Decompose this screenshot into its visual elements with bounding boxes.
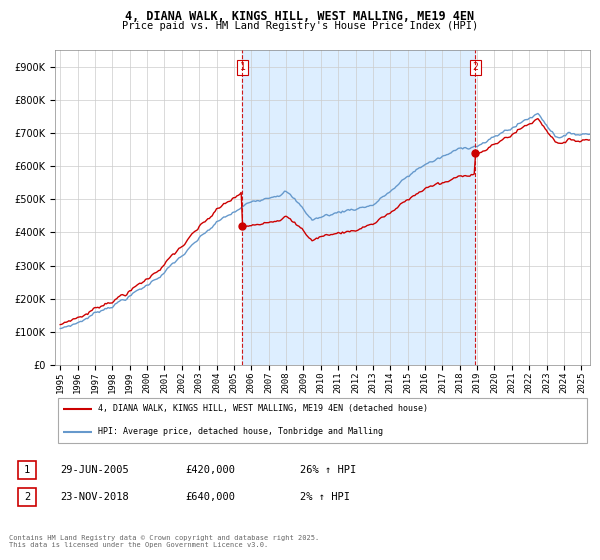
Text: 2: 2 (472, 62, 478, 72)
Bar (242, 50, 475, 365)
Text: 1: 1 (24, 465, 30, 475)
Text: 2% ↑ HPI: 2% ↑ HPI (300, 492, 350, 502)
Text: 4, DIANA WALK, KINGS HILL, WEST MALLING, ME19 4EN: 4, DIANA WALK, KINGS HILL, WEST MALLING,… (125, 10, 475, 23)
Text: Price paid vs. HM Land Registry's House Price Index (HPI): Price paid vs. HM Land Registry's House … (122, 21, 478, 31)
Bar (18, 461, 36, 479)
Text: 29-JUN-2005: 29-JUN-2005 (60, 465, 129, 475)
Text: 2: 2 (24, 492, 30, 502)
FancyBboxPatch shape (58, 398, 587, 442)
Bar (18, 488, 36, 506)
Text: 26% ↑ HPI: 26% ↑ HPI (300, 465, 356, 475)
Text: £640,000: £640,000 (185, 492, 235, 502)
Text: Contains HM Land Registry data © Crown copyright and database right 2025.
This d: Contains HM Land Registry data © Crown c… (9, 535, 319, 548)
Text: 1: 1 (239, 62, 245, 72)
Text: 23-NOV-2018: 23-NOV-2018 (60, 492, 129, 502)
Text: 4, DIANA WALK, KINGS HILL, WEST MALLING, ME19 4EN (detached house): 4, DIANA WALK, KINGS HILL, WEST MALLING,… (98, 404, 428, 413)
Text: £420,000: £420,000 (185, 465, 235, 475)
Text: HPI: Average price, detached house, Tonbridge and Malling: HPI: Average price, detached house, Tonb… (98, 427, 383, 436)
